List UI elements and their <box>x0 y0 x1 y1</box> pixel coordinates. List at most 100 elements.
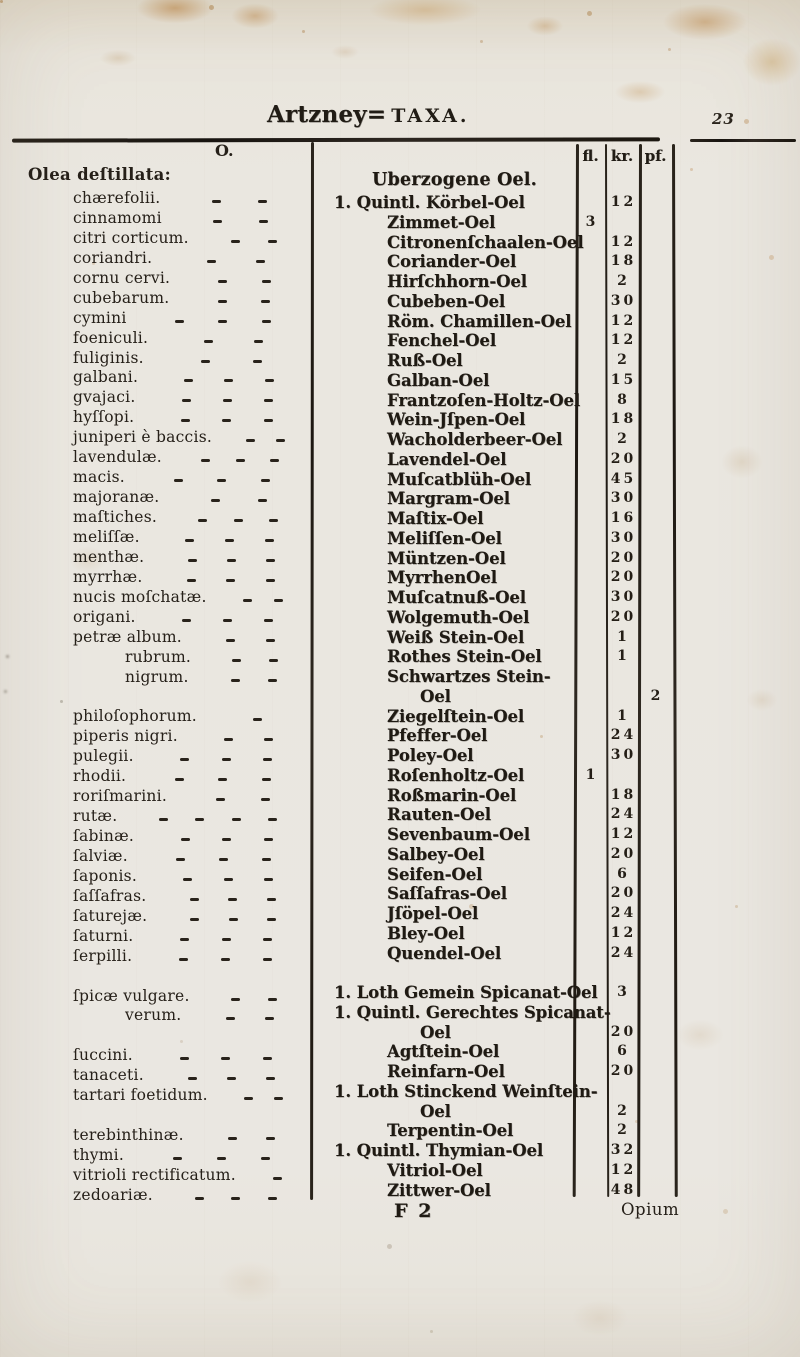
german-name: Lavendel-Oel <box>387 449 507 469</box>
latin-entry-row: nigrum. <box>28 668 313 688</box>
dash-mark <box>263 758 273 762</box>
german-entry-row: Vitriol-Oel 12 <box>334 1161 800 1181</box>
latin-entry-row: lavendulæ. <box>28 448 313 468</box>
german-entry-row: Sevenbaum-Oel 12 <box>334 825 800 845</box>
price-kr-value: 30 <box>610 292 637 309</box>
dash-mark <box>221 937 231 941</box>
dash-leader <box>169 289 313 309</box>
dash-mark <box>231 1196 241 1200</box>
german-entry-row: Oel 2 <box>334 1102 800 1122</box>
latin-name: juniperi è baccis. <box>73 428 213 447</box>
price-kr-value: 20 <box>610 569 637 586</box>
page-number: 23 <box>712 110 735 128</box>
latin-entry-row: roriſmarini. <box>28 787 313 807</box>
signature-mark: F 2 <box>394 1200 434 1222</box>
german-name: Fenchel-Oel <box>387 331 497 351</box>
german-name: Vitriol-Oel <box>387 1160 483 1180</box>
german-entry-row: Schwartzes Stein- <box>334 667 800 687</box>
german-name: Saſſafras-Oel <box>387 884 507 904</box>
dash-mark <box>242 598 252 602</box>
latin-name: ſaponis. <box>73 866 138 885</box>
dash-leader <box>134 748 313 768</box>
german-entry-row: Rauten-Oel 24 <box>334 805 800 825</box>
latin-name: ſabinæ. <box>73 827 135 845</box>
latin-name: foeniculi. <box>73 328 149 347</box>
dash-mark <box>267 239 277 243</box>
dash-mark <box>246 439 256 443</box>
latin-name: gvajaci. <box>73 388 136 407</box>
german-entry-row: 1. Loth Stinckend Weinſtein- <box>334 1082 800 1102</box>
dash-leader <box>182 628 313 648</box>
latin-entry-row: gvajaci. <box>28 388 313 408</box>
latin-name: lavendulæ. <box>73 448 162 467</box>
dash-mark <box>261 857 271 861</box>
price-kr-value: 20 <box>610 450 637 467</box>
dash-mark <box>263 618 273 622</box>
dash-mark <box>265 1017 275 1021</box>
latin-entry-row: coriandri. <box>28 249 313 269</box>
latin-entry-row: terebinthinæ. <box>28 1126 313 1146</box>
latin-name: roriſmarini. <box>73 787 168 806</box>
dash-mark <box>186 578 196 582</box>
latin-entry-row: citri corticum. <box>28 229 313 249</box>
german-entry-row: Saſſafras-Oel 20 <box>334 884 800 904</box>
dash-mark <box>206 259 216 263</box>
ink-speckles <box>0 0 3 3</box>
german-name: 1. Quintl. Gerechtes Spicanat- <box>334 1002 611 1022</box>
german-name: Seifen-Oel <box>387 864 483 884</box>
dash-mark <box>231 997 241 1001</box>
dash-mark <box>217 299 227 303</box>
dash-leader <box>124 1147 313 1167</box>
latin-name: thymi. <box>73 1146 125 1164</box>
german-name: 1. Quintl. Thymian-Oel <box>334 1141 544 1160</box>
german-name: Schwartzes Stein- <box>387 667 551 686</box>
latin-entry-row: majoranæ. <box>28 488 313 508</box>
dash-mark <box>174 319 184 323</box>
latin-name: zedoariæ. <box>73 1185 153 1204</box>
dash-mark <box>261 778 271 782</box>
price-kr-value: 24 <box>610 727 637 744</box>
latin-name: macis. <box>73 468 125 487</box>
dash-mark <box>224 379 234 383</box>
latin-entry-row: piperis nigri. <box>28 727 313 747</box>
latin-entry-row: ſuccini. <box>28 1046 313 1066</box>
german-name: Wein-Jſpen-Oel <box>387 410 526 430</box>
dash-leader <box>170 269 313 289</box>
latin-entry-row: pulegii. <box>28 747 313 767</box>
latin-name: ſaturejæ. <box>73 906 148 925</box>
german-entry-row: Ziegelſtein-Oel 1 <box>334 707 800 727</box>
latin-name: majoranæ. <box>73 488 160 507</box>
price-kr-value: 2 <box>617 1122 630 1139</box>
german-name: Bley-Oel <box>387 923 465 943</box>
latin-name: ſerpilli. <box>73 946 133 965</box>
dash-leader <box>189 229 313 249</box>
dash-mark <box>181 399 191 403</box>
dash-mark <box>228 917 238 921</box>
dash-leader <box>157 509 313 529</box>
price-kr-value: 24 <box>610 905 637 921</box>
dash-mark <box>268 818 278 822</box>
dash-mark <box>268 997 278 1001</box>
latin-entry-row: ſaturejæ. <box>28 907 313 927</box>
dash-mark <box>226 578 236 582</box>
dash-leader <box>146 887 313 907</box>
latin-entry-row: cubebarum. <box>28 289 313 309</box>
german-name: Ziegelſtein-Oel <box>387 706 525 726</box>
german-name: Frantzoſen-Holtz-Oel <box>387 390 581 410</box>
dash-mark <box>268 1196 278 1200</box>
latin-entry-row: thymi. <box>28 1146 313 1166</box>
price-kr-value: 16 <box>610 510 637 526</box>
dash-mark <box>218 279 228 283</box>
blank-row <box>334 963 800 983</box>
dash-mark <box>255 259 265 263</box>
german-name: Roßmarin-Oel <box>387 785 517 805</box>
group-title-row: Olea deſtillata: <box>28 162 313 189</box>
price-kr-value: 24 <box>610 944 637 961</box>
dash-mark <box>227 558 237 562</box>
dash-mark <box>268 658 278 662</box>
dash-mark <box>264 738 274 742</box>
dash-leader <box>136 389 313 409</box>
dash-leader <box>152 249 313 269</box>
dash-mark <box>203 339 213 343</box>
